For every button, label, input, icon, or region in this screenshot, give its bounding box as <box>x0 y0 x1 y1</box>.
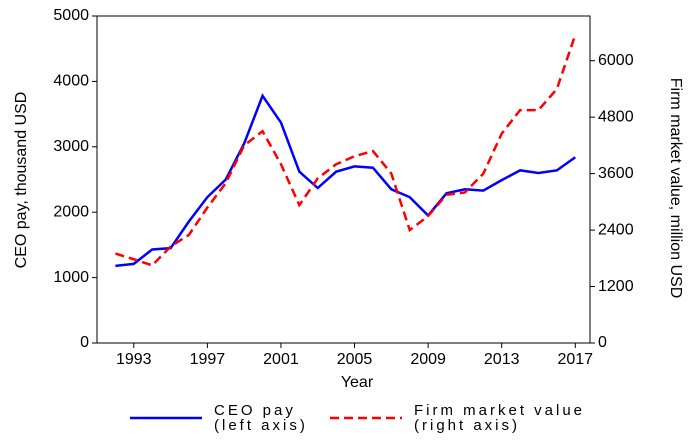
y2-tick-label: 2400 <box>598 221 634 238</box>
x-tick-label: 2009 <box>410 351 446 368</box>
y-tick-label: 3000 <box>53 138 89 155</box>
x-axis-label: Year <box>341 374 374 391</box>
legend-label: CEO pay (left axis) <box>214 402 308 434</box>
y2-tick-label: 0 <box>598 334 607 351</box>
y2-axis-label: Firm market value, million USD <box>667 78 684 298</box>
y2-tick-label: 3600 <box>598 165 634 182</box>
series-line <box>115 34 577 267</box>
plot-frame <box>96 15 591 344</box>
series-line <box>115 93 577 268</box>
x-tick-label: 2013 <box>484 351 520 368</box>
y-tick-label: 5000 <box>53 7 89 24</box>
y-tick-label: 0 <box>80 334 89 351</box>
x-tick-label: 1993 <box>116 351 152 368</box>
y-tick-label: 1000 <box>53 269 89 286</box>
x-tick-label: 2017 <box>557 351 593 368</box>
y-tick-label: 2000 <box>53 203 89 220</box>
x-tick-label: 2001 <box>263 351 299 368</box>
y-axis-label: CEO pay, thousand USD <box>13 92 30 269</box>
y2-tick-label: 4800 <box>598 108 634 125</box>
legend-label: Firm market value (right axis) <box>414 402 586 434</box>
y-tick-label: 4000 <box>53 73 89 90</box>
y2-tick-label: 6000 <box>598 52 634 69</box>
y2-tick-label: 1200 <box>598 278 634 295</box>
x-tick-label: 2005 <box>337 351 373 368</box>
x-tick-label: 1997 <box>190 351 226 368</box>
